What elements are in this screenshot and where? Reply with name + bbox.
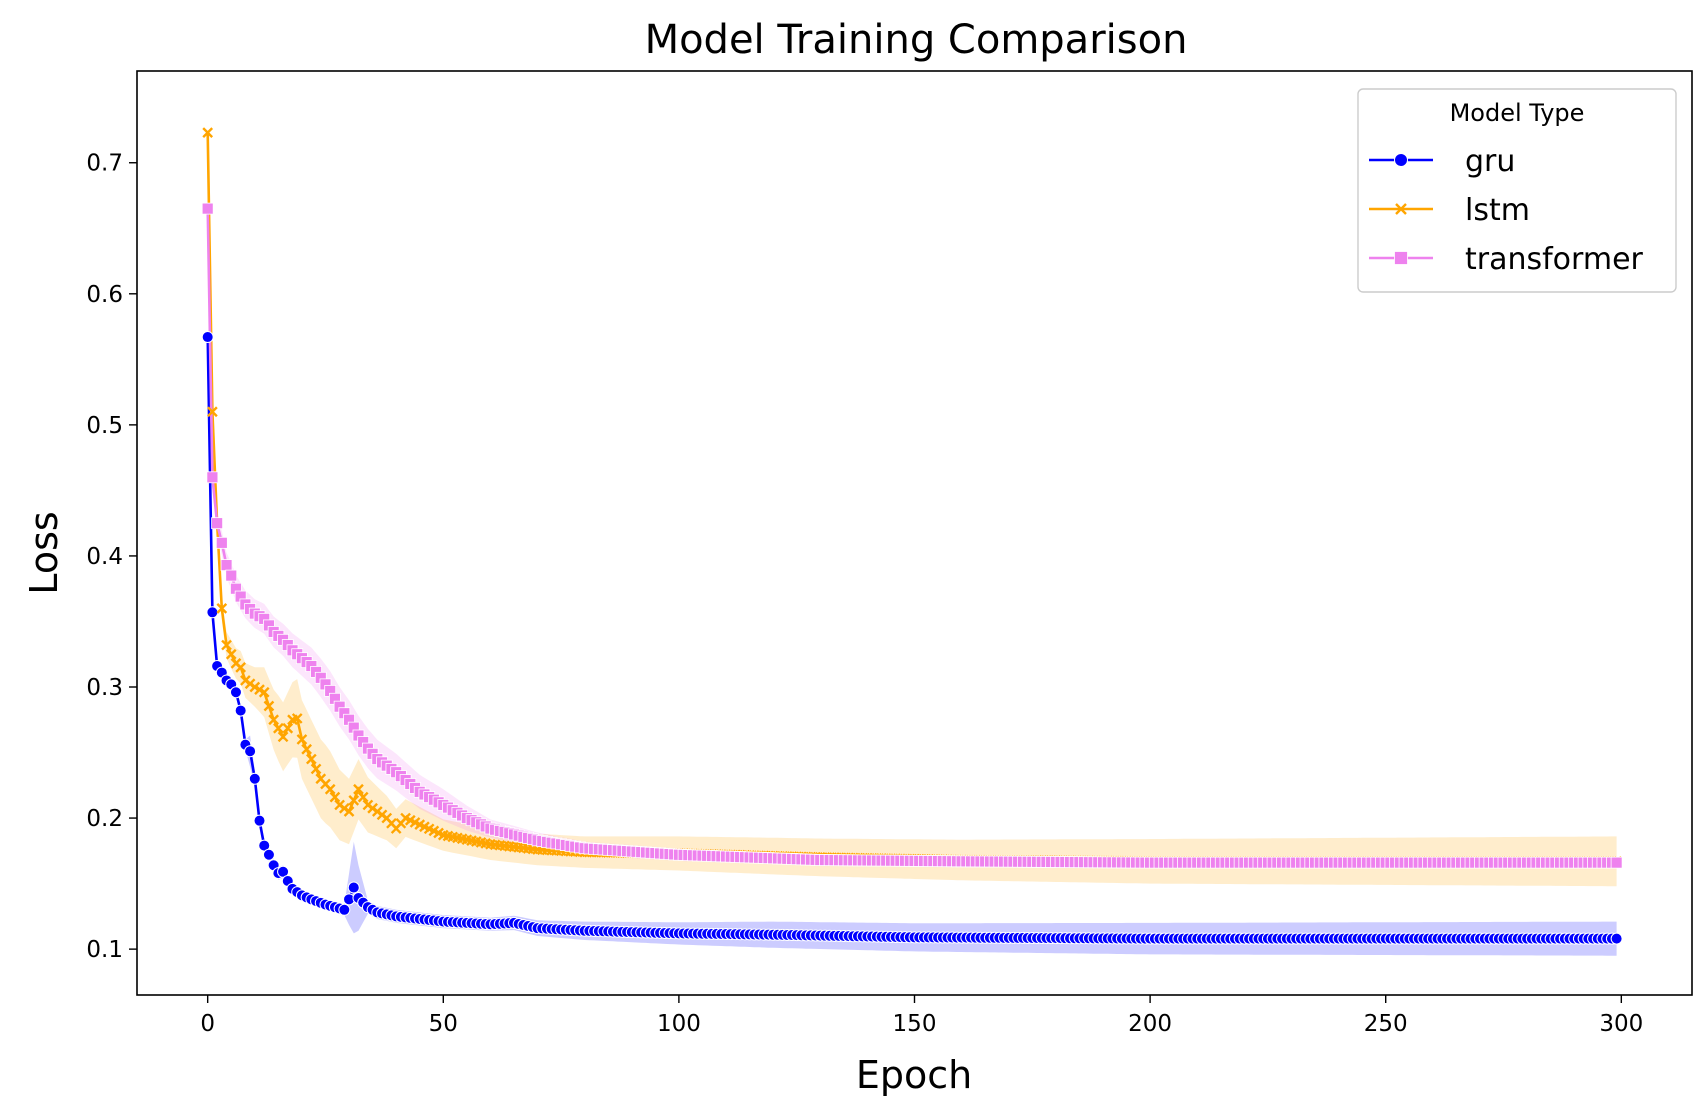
- lstm-point: [329, 791, 341, 803]
- x-tick-label: 250: [1364, 1011, 1408, 1037]
- legend-label-transformer: transformer: [1465, 242, 1644, 277]
- lstm-point: [343, 806, 355, 817]
- x-tick-label: 300: [1599, 1011, 1643, 1037]
- gru-point: [338, 903, 351, 916]
- lstm-point: [277, 731, 289, 743]
- chart-title: Model Training Comparison: [645, 17, 1188, 63]
- x-tick-label: 0: [200, 1011, 215, 1037]
- transformer-point: [206, 471, 219, 484]
- transformer-point: [201, 202, 214, 215]
- legend: Model Type gru lstm transformer: [1357, 88, 1677, 293]
- y-axis-label: Loss: [22, 511, 66, 594]
- y-tick-label: 0.7: [86, 151, 123, 177]
- gru-point: [248, 772, 261, 785]
- legend-box: [1357, 88, 1677, 293]
- legend-marker-lstm: [1395, 203, 1407, 215]
- transformer-point: [215, 536, 228, 549]
- lstm-point: [301, 743, 312, 755]
- y-tick-label: 0.1: [86, 937, 123, 963]
- gru-point: [229, 686, 242, 699]
- x-tick-label: 150: [893, 1011, 937, 1037]
- lstm-point: [282, 722, 294, 734]
- lstm-point: [324, 783, 336, 795]
- y-tick-label: 0.3: [86, 675, 123, 701]
- y-axis-ticks: 0.1 0.2 0.3 0.4 0.5 0.6 0.7: [86, 151, 137, 963]
- y-tick-label: 0.5: [86, 413, 123, 439]
- legend-marker-gru: [1394, 153, 1408, 167]
- series-markers: [201, 127, 1623, 945]
- lstm-point: [353, 783, 364, 795]
- x-tick-label: 200: [1128, 1011, 1172, 1037]
- lstm-point: [273, 722, 284, 734]
- lstm-point: [305, 753, 317, 765]
- transformer-markers: [201, 202, 1623, 869]
- x-tick-label: 50: [429, 1011, 458, 1037]
- gru-point: [244, 745, 257, 758]
- lstm-point: [291, 713, 303, 724]
- legend-marker-transformer: [1394, 251, 1408, 265]
- legend-title: Model Type: [1450, 99, 1585, 127]
- transformer-point: [220, 559, 233, 572]
- gru-point: [253, 814, 266, 827]
- gru-point: [206, 606, 219, 619]
- gru-point: [234, 704, 247, 717]
- lstm-point: [268, 714, 280, 726]
- x-tick-label: 100: [657, 1011, 701, 1037]
- plot-area: [201, 127, 1623, 956]
- gru-point: [262, 848, 275, 861]
- y-tick-label: 0.6: [86, 282, 123, 308]
- lstm-point: [263, 700, 275, 712]
- lstm-point: [348, 795, 360, 806]
- lstm-point: [216, 603, 228, 614]
- gru-point: [347, 881, 360, 894]
- transformer-point: [225, 569, 238, 582]
- lstm-point: [202, 127, 214, 138]
- legend-label-gru: gru: [1465, 144, 1515, 179]
- lstm-point: [258, 686, 270, 698]
- gru-confidence-band: [207, 331, 1617, 956]
- lstm-point: [225, 648, 237, 660]
- y-tick-label: 0.2: [86, 806, 123, 832]
- lstm-point: [207, 406, 218, 418]
- lstm-point: [357, 791, 369, 803]
- x-axis-ticks: 0 50 100 150 200 250 300: [200, 995, 1643, 1037]
- transformer-point: [1610, 856, 1623, 869]
- transformer-point: [211, 517, 224, 530]
- lstm-point: [310, 763, 322, 775]
- x-axis-label: Epoch: [856, 1053, 972, 1097]
- legend-label-lstm: lstm: [1465, 193, 1530, 228]
- gru-markers: [201, 331, 1623, 945]
- lstm-point: [221, 639, 232, 651]
- legend-entries: gru lstm transformer: [1369, 144, 1644, 277]
- gru-point: [1610, 932, 1623, 945]
- lstm-point: [235, 661, 247, 673]
- lstm-point: [296, 734, 308, 745]
- y-tick-label: 0.4: [86, 544, 123, 570]
- gru-point: [201, 331, 214, 344]
